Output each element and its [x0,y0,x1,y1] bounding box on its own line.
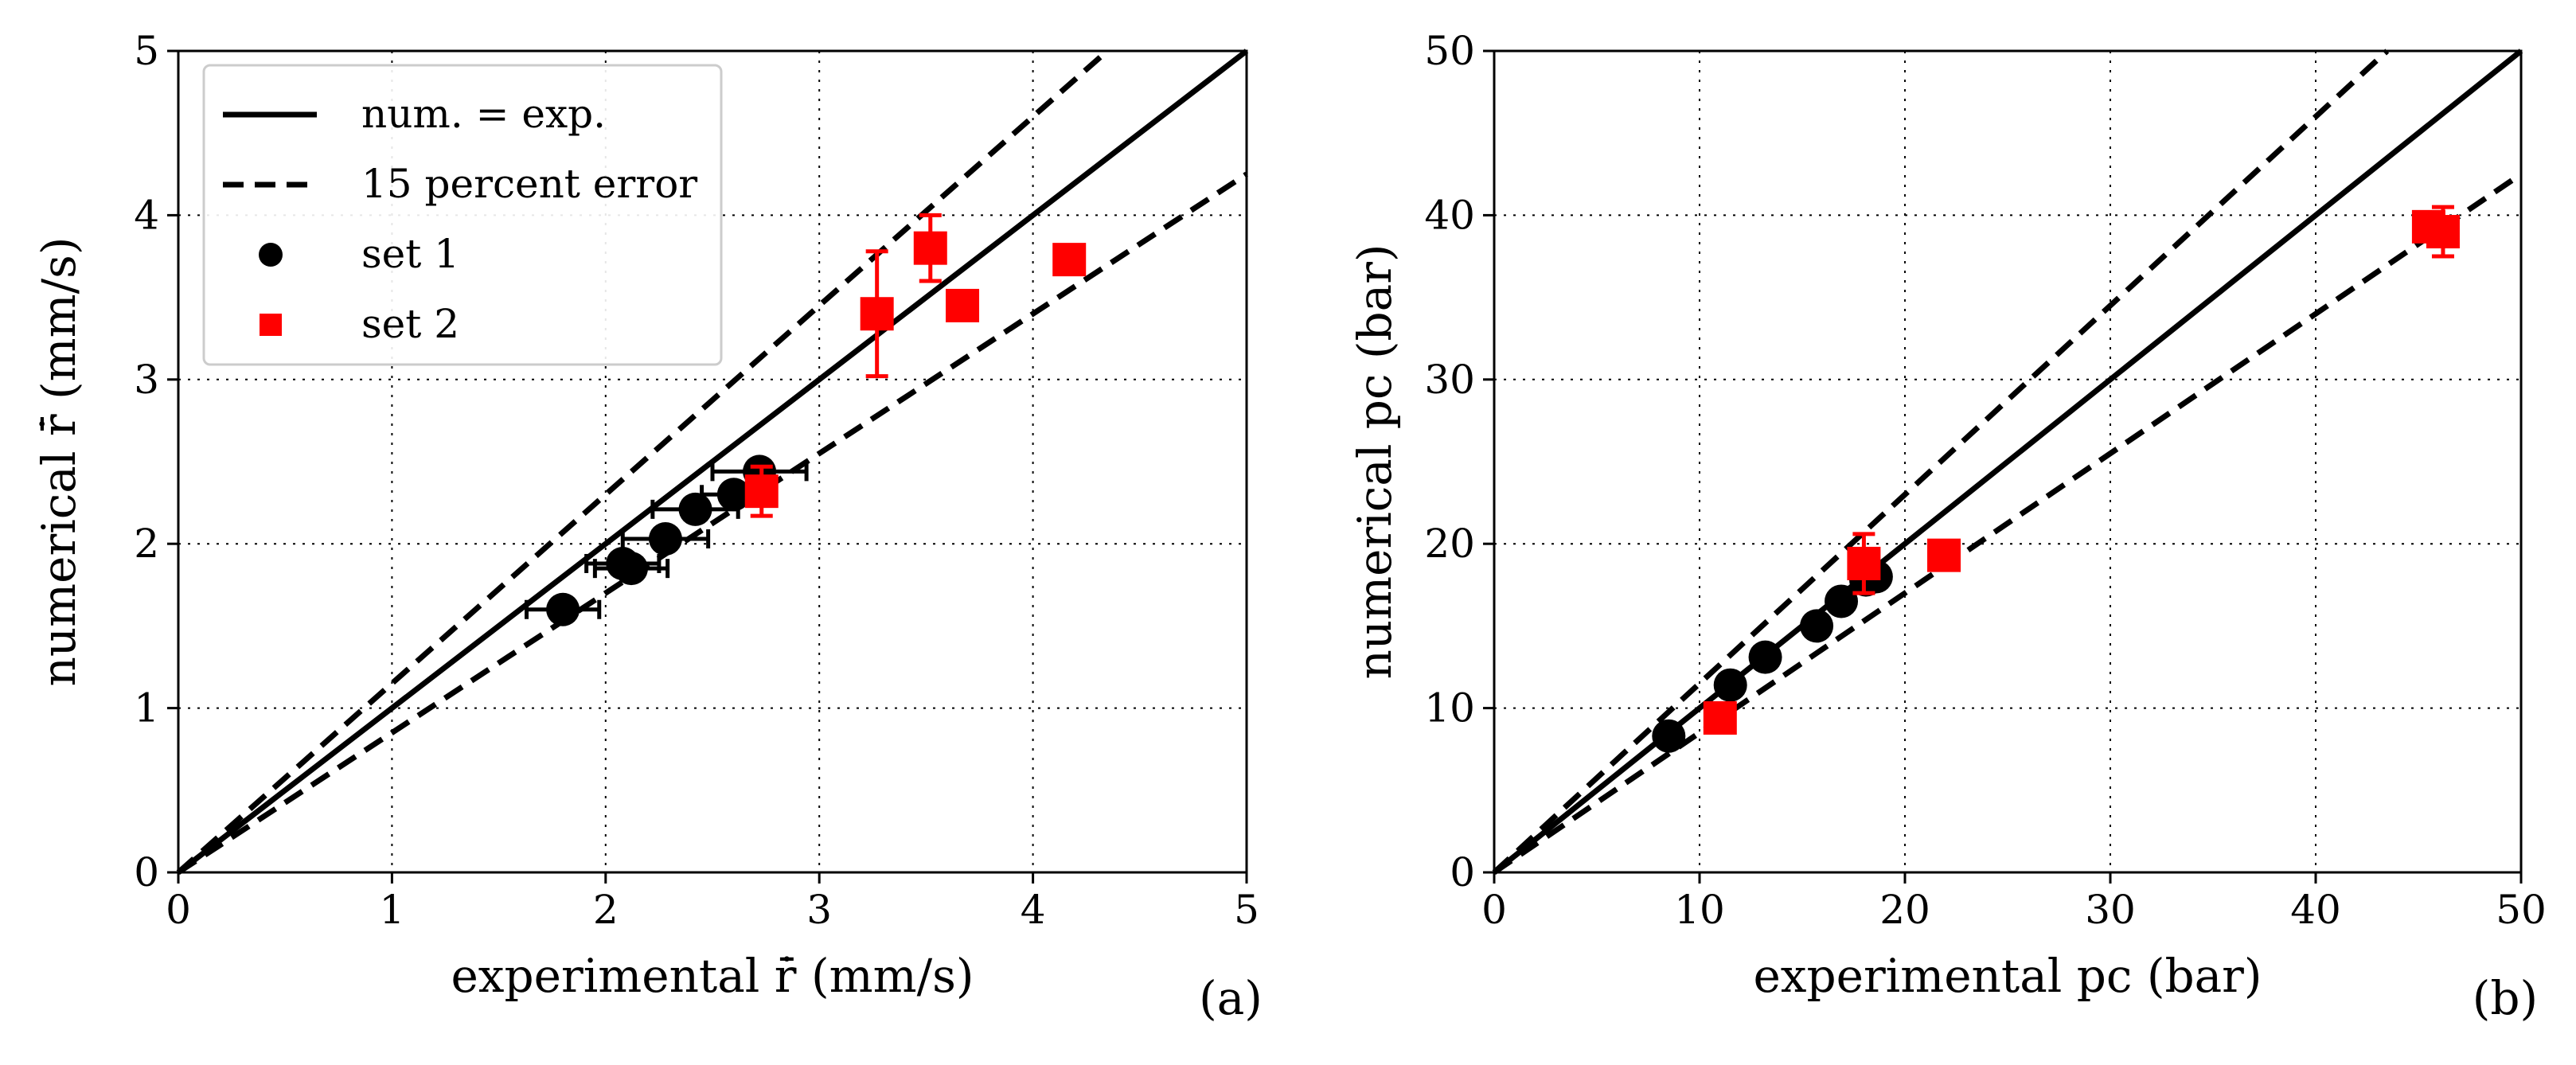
y-tick-label: 0 [134,849,159,895]
y-tick-label: 5 [134,28,159,74]
x-tick-label: 5 [1234,887,1259,933]
set-1-point [1825,584,1859,618]
reference-lines-a [176,49,1249,875]
legend-box [202,64,723,366]
set-2-point [913,231,947,265]
y-tick-label: 1 [134,685,159,731]
grid-b [1494,51,2521,872]
y-tick-label: 10 [1424,685,1475,731]
set-2-point [1847,546,1881,580]
x-tick-label: 1 [379,887,404,933]
set-2-point [946,288,980,322]
set-1-point [546,592,580,626]
y-tick-label: 4 [134,192,159,238]
y-tick-label: 30 [1424,357,1475,403]
panel-b: 0 10 20 30 40 50 0 10 20 30 40 50 experimental pc (… [1348,28,2547,1025]
x-tick-label: 0 [1481,887,1507,933]
x-tick-label: 30 [2085,887,2136,933]
set-1-point [716,478,751,512]
set-2-point [1927,538,1961,572]
ticks-b: 0 10 20 30 40 50 0 10 20 30 40 50 [1424,28,2546,933]
x-tick-label: 50 [2496,887,2547,933]
x-tick-label: 10 [1674,887,1725,933]
set-1-point [678,492,712,526]
x-tick-label: 40 [2290,887,2341,933]
identity-line [1492,49,2523,875]
plot-frame-b [1493,49,2523,874]
x-tick-label: 4 [1021,887,1046,933]
error-15-percent-line [1492,49,2390,875]
set-1-point [615,552,649,586]
set-1-point [1800,609,1834,643]
set-2-point [1052,243,1087,277]
x-tick-label: 20 [1879,887,1930,933]
x-axis-label-b: experimental pc (bar) [1753,949,2262,1003]
error-15-percent-line [1493,171,2523,875]
y-axis-label-b: numerical pc (bar) [1348,244,1402,679]
y-tick-label: 0 [1450,849,1475,895]
plot-frame-a [177,49,1248,874]
legend-set-1-marker [259,243,283,267]
identity-line [176,49,1249,875]
set-1-point [1748,640,1782,674]
y-tick-label: 20 [1424,521,1475,567]
panel-label-a: (a) [1199,971,1263,1025]
data-marks-b [1652,205,2460,753]
set-1-point [648,522,682,556]
panel-a: 0 1 2 3 4 5 0 1 2 3 4 5 experimental r̄̇ (mm/s) num… [32,28,1263,1025]
set-1-point [1713,668,1747,702]
x-tick-label: 3 [806,887,832,933]
error-15-percent-line [176,49,1110,875]
reference-lines-b [1492,49,2523,875]
y-tick-label: 3 [134,357,159,403]
grid-a [178,51,1247,872]
legend-label: set 1 [361,231,459,277]
set-2-point [860,297,894,331]
x-axis-label-a: experimental r̄̇ (mm/s) [451,949,974,1003]
legend: num. = exp. 15 percent error set 1 set 2 [202,64,723,366]
set-2-point [2426,215,2460,249]
legend-label: num. = exp. [361,91,606,137]
set-2-point [744,474,779,509]
panel-label-b: (b) [2473,971,2538,1025]
data-marks-a [524,213,1087,626]
legend-label: set 2 [361,301,459,347]
y-tick-label: 40 [1424,192,1475,238]
set-2-point [1703,700,1737,735]
legend-set-2-marker [260,314,282,336]
legend-label: 15 percent error [361,161,697,207]
y-tick-label: 2 [134,521,159,567]
x-tick-label: 0 [166,887,191,933]
y-tick-label: 50 [1424,28,1475,74]
x-tick-label: 2 [593,887,619,933]
error-15-percent-line [177,171,1248,875]
ticks-a: 0 1 2 3 4 5 0 1 2 3 4 5 [134,28,1259,933]
y-axis-label-a: numerical r̄̇ (mm/s) [32,236,86,686]
set-1-point [1652,719,1686,753]
